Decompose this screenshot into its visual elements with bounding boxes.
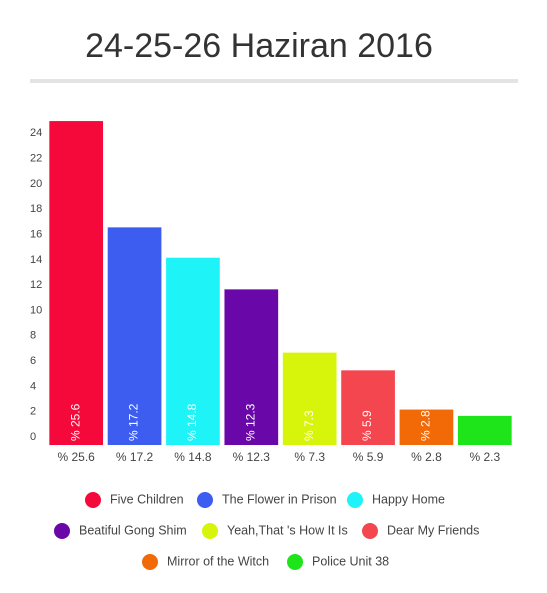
bar: [166, 257, 220, 445]
bar: [341, 370, 395, 445]
legend-label: Happy Home: [372, 492, 445, 506]
title-underline: [30, 79, 518, 83]
y-tick-label: 16: [30, 228, 42, 240]
legend-label: Mirror of the Witch: [167, 554, 269, 568]
y-tick-label: 10: [30, 304, 42, 316]
x-tick-label: % 2.8: [411, 450, 442, 464]
y-tick-label: 22: [30, 153, 42, 165]
value-label: % 25.6: [68, 403, 82, 441]
value-label: % 7.3: [302, 410, 316, 441]
y-tick-label: 0: [30, 431, 36, 443]
bar: [107, 227, 162, 445]
legend-swatch: [202, 523, 218, 539]
y-tick-label: 12: [30, 279, 42, 291]
chart-title: 24-25-26 Haziran 2016: [85, 27, 433, 65]
legend-swatch: [347, 492, 363, 508]
bar: [49, 121, 104, 446]
bar: [282, 352, 337, 445]
bar: [457, 415, 512, 445]
legend-label: The Flower in Prison: [222, 492, 337, 506]
value-label: % 2.8: [419, 410, 433, 441]
x-tick-label: % 7.3: [294, 450, 325, 464]
x-tick-label: % 25.6: [58, 450, 96, 464]
value-label: % 14.8: [185, 403, 199, 441]
x-tick-label: % 2.3: [469, 450, 500, 464]
legend-label: Five Children: [110, 492, 184, 506]
bar: [224, 289, 279, 445]
legend-swatch: [287, 554, 303, 570]
bar: [399, 409, 454, 445]
x-tick-label: % 17.2: [116, 450, 154, 464]
legend-swatch: [142, 554, 158, 570]
y-tick-label: 4: [30, 380, 36, 392]
legend-label: Yeah,That 's How It Is: [227, 523, 348, 537]
y-tick-label: 18: [30, 203, 42, 215]
legend-label: Dear My Friends: [387, 523, 479, 537]
y-tick-label: 14: [30, 254, 42, 266]
x-tick-label: % 14.8: [174, 450, 212, 464]
legend-swatch: [54, 523, 70, 539]
legend-swatch: [85, 492, 101, 508]
legend-swatch: [362, 523, 378, 539]
y-tick-label: 6: [30, 355, 36, 367]
y-tick-label: 20: [30, 178, 42, 190]
value-label: % 5.9: [360, 410, 374, 441]
legend-label: Beatiful Gong Shim: [79, 523, 187, 537]
legend-swatch: [197, 492, 213, 508]
y-tick-label: 24: [30, 127, 42, 139]
y-tick-label: 2: [30, 406, 36, 418]
value-label: % 17.2: [127, 403, 141, 441]
y-tick-label: 8: [30, 330, 36, 342]
value-label: % 12.3: [243, 403, 257, 441]
x-tick-label: % 5.9: [353, 450, 384, 464]
legend-label: Police Unit 38: [312, 554, 389, 568]
x-tick-label: % 12.3: [233, 450, 271, 464]
